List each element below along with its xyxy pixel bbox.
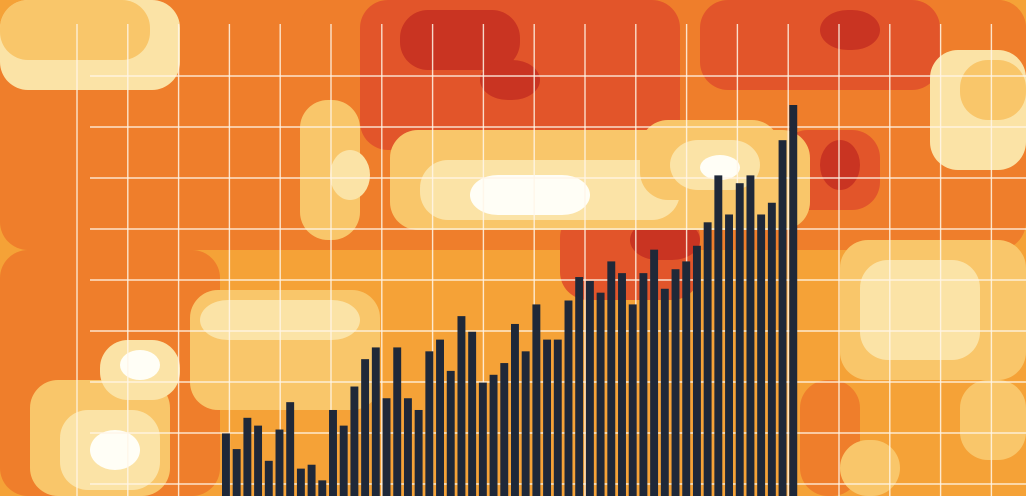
bar xyxy=(222,433,230,496)
bar xyxy=(403,398,412,496)
bar xyxy=(628,304,637,496)
bar xyxy=(735,183,744,496)
bar xyxy=(489,374,498,496)
bar xyxy=(361,359,370,496)
bar xyxy=(650,249,659,496)
bar xyxy=(511,323,519,496)
bar xyxy=(468,331,477,496)
bar xyxy=(671,269,680,496)
bar xyxy=(254,425,263,496)
bar xyxy=(339,425,348,496)
bar xyxy=(425,351,434,496)
bar xyxy=(521,351,530,496)
bar xyxy=(500,363,509,496)
bar xyxy=(243,417,252,496)
bar xyxy=(746,175,755,496)
bar xyxy=(232,449,241,496)
heatmap-patch xyxy=(700,155,740,180)
bar xyxy=(660,288,669,496)
heatmap-patch xyxy=(330,150,370,200)
bar xyxy=(639,273,648,496)
bar xyxy=(564,300,573,496)
bar xyxy=(585,280,594,496)
bar xyxy=(703,222,712,496)
heatmap-patch xyxy=(480,60,540,100)
heatmap-patch xyxy=(820,10,880,50)
bar xyxy=(436,339,444,496)
bar xyxy=(393,347,402,496)
bar xyxy=(714,175,723,496)
bar xyxy=(382,398,391,496)
bar xyxy=(778,140,787,496)
bar xyxy=(307,464,316,496)
bar xyxy=(286,402,295,496)
bar xyxy=(318,480,327,496)
heatmap-patch xyxy=(0,0,150,60)
heatmap-patch xyxy=(700,0,940,90)
heatmap-patch xyxy=(120,350,160,380)
bar xyxy=(296,468,305,496)
bar xyxy=(350,386,359,496)
bars xyxy=(222,105,798,496)
bar xyxy=(607,261,616,496)
bar xyxy=(767,202,776,496)
bar xyxy=(596,292,605,496)
grid xyxy=(76,24,1026,496)
heatmap-patch xyxy=(840,440,900,496)
bar xyxy=(553,339,562,496)
heatmap-patch xyxy=(960,380,1026,460)
bar xyxy=(682,261,691,496)
bar xyxy=(275,429,284,496)
bar xyxy=(757,214,766,496)
bar xyxy=(532,304,541,496)
heatmap-patch xyxy=(470,175,590,215)
bar xyxy=(789,105,798,496)
bar xyxy=(543,339,552,496)
bar xyxy=(457,316,466,496)
bar xyxy=(329,409,337,496)
bar xyxy=(618,273,626,496)
heatmap-patch xyxy=(400,10,520,70)
heatmap-patch xyxy=(960,60,1026,120)
bar xyxy=(264,460,273,496)
bar xyxy=(446,370,455,496)
bar xyxy=(478,382,487,496)
bar xyxy=(371,347,380,496)
bar xyxy=(414,409,423,496)
bar xyxy=(575,277,584,496)
bar xyxy=(692,245,701,496)
heatmap-patch xyxy=(300,100,360,240)
bar xyxy=(725,214,733,496)
